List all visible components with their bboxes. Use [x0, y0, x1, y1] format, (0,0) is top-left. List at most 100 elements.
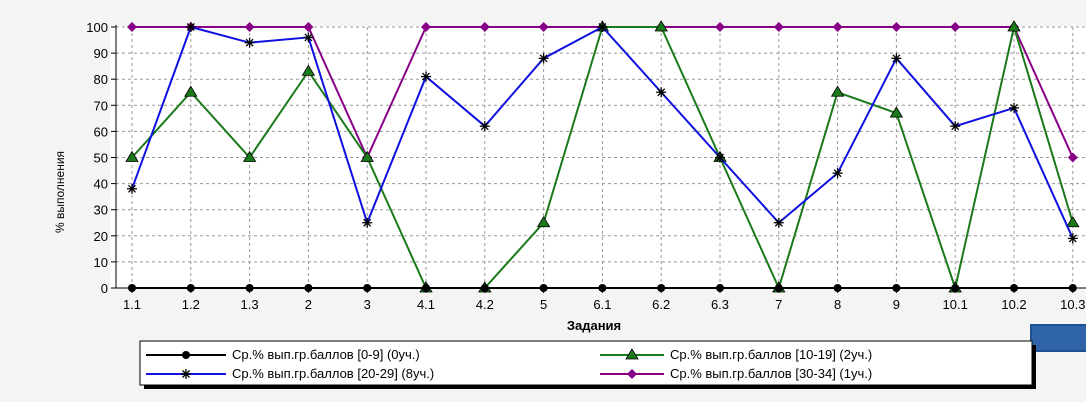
x-tick-label: 7 — [775, 297, 782, 312]
legend-swatch-marker — [625, 348, 639, 360]
series-3-point — [479, 121, 490, 132]
series-3-point — [950, 121, 961, 132]
series-2-point — [301, 64, 316, 76]
series-4-point — [832, 22, 843, 32]
series-1-point — [363, 284, 372, 292]
series-1-point — [539, 284, 548, 292]
y-tick-label: 20 — [94, 229, 108, 244]
series-3-point — [303, 32, 314, 43]
x-tick-label: 8 — [834, 297, 841, 312]
series-1-point — [1010, 284, 1018, 292]
series-3-point — [362, 217, 373, 228]
x-tick-label: 6.2 — [652, 297, 670, 312]
series-3-point — [538, 53, 549, 64]
series-2-point — [125, 150, 139, 162]
series-4-point — [479, 22, 490, 32]
series-1-point — [657, 284, 666, 292]
series-2-point — [889, 106, 904, 118]
y-tick-label: 30 — [94, 203, 108, 218]
series-1-point — [716, 284, 724, 292]
series-4-point — [950, 22, 961, 32]
series-1-point — [480, 284, 489, 292]
x-tick-label: 1.1 — [123, 297, 141, 312]
series-3-point — [1009, 102, 1019, 113]
series-4-point — [1067, 152, 1078, 163]
legend-item-1: Ср.% вып.гр.баллов [0-9] (0уч.) — [146, 347, 420, 362]
legend-label: Ср.% вып.гр.баллов [0-9] (0уч.) — [232, 347, 420, 362]
x-tick-label: 2 — [305, 297, 312, 312]
series-3 — [127, 22, 1078, 244]
series-3-point — [656, 87, 667, 98]
series-4-point — [421, 22, 431, 32]
series-1 — [128, 284, 1077, 292]
series-2-point — [242, 150, 257, 162]
series-4-point — [891, 22, 902, 32]
series-2-point — [654, 20, 668, 32]
y-tick-label: 100 — [86, 20, 108, 35]
series-layer — [125, 20, 1080, 293]
x-tick-label: 10.3 — [1060, 297, 1085, 312]
legend-swatch-marker — [181, 369, 191, 379]
corner-widget-highlight — [1032, 326, 1086, 350]
x-tick-label: 3 — [364, 297, 371, 312]
y-tick-label: 70 — [94, 98, 108, 113]
legend-item-3: Ср.% вып.гр.баллов [20-29] (8уч.) — [146, 366, 434, 381]
series-3-point — [127, 183, 137, 194]
x-tick-label: 4.1 — [417, 297, 435, 312]
series-3-point — [773, 217, 784, 228]
x-tick-label: 1.2 — [182, 297, 200, 312]
x-tick-label: 4.2 — [476, 297, 494, 312]
x-tick-label: 9 — [893, 297, 900, 312]
series-1-point — [774, 284, 783, 292]
y-tick-label: 80 — [94, 72, 108, 87]
y-axis: 0 10 20 30 40 50 60 70 80 90 100 — [86, 20, 117, 296]
series-1-point — [128, 284, 136, 292]
series-1-point — [422, 284, 430, 292]
legend: Ср.% вып.гр.баллов [0-9] (0уч.) Ср.% вып.… — [139, 340, 1036, 389]
series-4-point — [244, 22, 255, 32]
legend-label: Ср.% вып.гр.баллов [10-19] (2уч.) — [670, 347, 872, 362]
series-4-point — [303, 22, 314, 32]
legend-swatch-marker — [182, 351, 190, 359]
series-2-point — [830, 85, 845, 97]
x-tick-label: 1.3 — [241, 297, 259, 312]
series-3-point — [891, 53, 902, 64]
y-axis-title: % выполнения — [53, 151, 67, 233]
series-4-point — [127, 22, 137, 32]
x-tick-label: 6.3 — [711, 297, 729, 312]
series-1-point — [598, 284, 607, 292]
x-tick-label: 6.1 — [593, 297, 611, 312]
x-tick-label: 10.1 — [943, 297, 968, 312]
series-2-point — [1066, 215, 1080, 228]
series-1-point — [892, 284, 901, 292]
legend-box — [139, 340, 1033, 386]
series-4-point — [773, 22, 784, 32]
series-3-point — [185, 22, 196, 32]
series-3-point — [597, 22, 608, 32]
series-2-point — [184, 85, 198, 97]
series-1-point — [304, 284, 313, 292]
series-3-point — [244, 37, 255, 48]
legend-label: Ср.% вып.гр.баллов [20-29] (8уч.) — [232, 366, 434, 381]
y-tick-label: 40 — [94, 177, 108, 192]
legend-item-4: Ср.% вып.гр.баллов [30-34] (1уч.) — [600, 366, 872, 381]
x-tick-label: 10.2 — [1001, 297, 1026, 312]
series-1-point — [1068, 284, 1077, 292]
x-axis-title: Задания — [567, 318, 621, 333]
y-tick-label: 10 — [94, 255, 108, 270]
x-tick-label: 5 — [540, 297, 547, 312]
legend-label: Ср.% вып.гр.баллов [30-34] (1уч.) — [670, 366, 872, 381]
series-3-point — [715, 152, 725, 163]
series-1-point — [951, 284, 960, 292]
series-1-point — [186, 284, 195, 292]
series-2-point — [1007, 20, 1021, 32]
legend-swatch-marker — [627, 369, 637, 379]
series-4-point — [538, 22, 549, 32]
y-tick-label: 60 — [94, 124, 108, 139]
y-tick-label: 90 — [94, 46, 108, 61]
series-4-point — [715, 22, 725, 32]
series-2-point — [536, 215, 551, 228]
series-3-point — [1067, 233, 1078, 244]
series-1-point — [833, 284, 842, 292]
